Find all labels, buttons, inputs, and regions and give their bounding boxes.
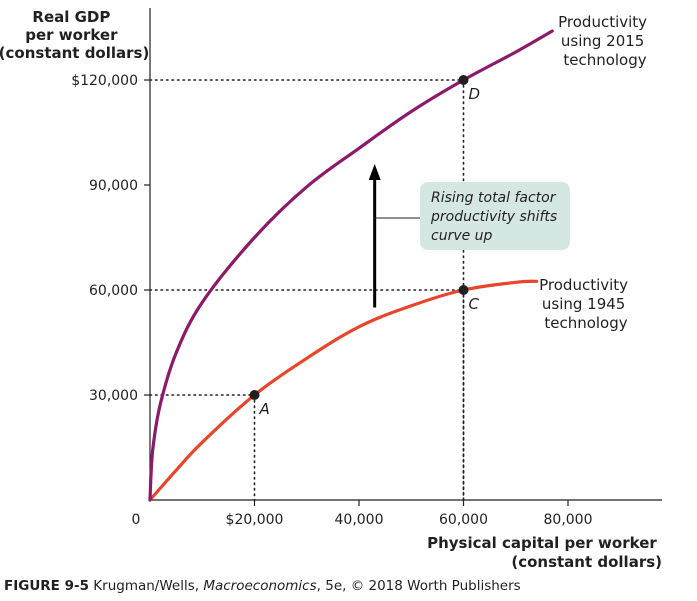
annotation: Rising total factor productivity shifts cu… — [368, 164, 570, 308]
annotation-box — [420, 182, 570, 250]
dotted-guides — [149, 79, 465, 501]
caption-publisher: , 5e, © 2018 Worth Publishers — [316, 578, 521, 594]
annotation-text-line-1: Rising total factor — [431, 190, 557, 206]
x-tick-label-3: 80,000 — [544, 512, 593, 528]
curve-label-2015: Productivity using 2015 technology — [558, 13, 652, 69]
y-ticks: 30,000 60,000 90,000 $120,000 — [71, 73, 150, 404]
x-axis-title: Physical capital per worker (constant do… — [427, 534, 662, 571]
origin-label: 0 — [132, 512, 141, 528]
figure-caption: FIGURE 9-5 Krugman/Wells, Macroeconomics… — [4, 578, 521, 594]
annotation-text-line-2: productivity shifts — [430, 209, 557, 225]
curve-label-1945-line-2: using 1945 — [542, 295, 625, 313]
annotation-text-line-3: curve up — [431, 228, 493, 244]
x-axis-title-line-2: (constant dollars) — [511, 553, 662, 571]
y-tick-label-2: 90,000 — [89, 178, 138, 194]
y-axis-title: Real GDP per worker (constant dollars) — [0, 8, 149, 62]
curve-label-2015-line-3: technology — [563, 51, 646, 69]
curve-1945-technology — [148, 279, 539, 502]
point-C — [458, 285, 469, 295]
caption-authors: Krugman/Wells, — [89, 578, 204, 594]
x-ticks: $20,000 40,000 60,000 80,000 — [226, 500, 593, 528]
caption-figure-number: FIGURE 9-5 — [4, 578, 89, 594]
point-label-D: D — [469, 85, 481, 103]
y-axis-title-line-3: (constant dollars) — [0, 44, 149, 62]
curve-label-1945: Productivity using 1945 technology — [539, 276, 633, 332]
caption-book-title: Macroeconomics — [203, 578, 317, 594]
y-axis-title-line-2: per worker — [25, 26, 118, 44]
curves — [148, 29, 554, 502]
point-label-A: A — [259, 400, 270, 418]
data-points: A C D — [249, 75, 481, 418]
point-label-C: C — [469, 295, 480, 313]
y-axis-title-line-1: Real GDP — [32, 8, 110, 26]
curve-label-1945-line-3: technology — [544, 314, 627, 332]
curve-label-2015-line-2: using 2015 — [561, 32, 644, 50]
shift-arrow-head — [368, 164, 381, 180]
x-tick-label-2: 60,000 — [439, 512, 488, 528]
y-tick-label-3: $120,000 — [71, 73, 138, 89]
x-tick-label-0: $20,000 — [226, 512, 284, 528]
point-A — [249, 390, 260, 400]
point-D — [458, 75, 469, 85]
y-tick-label-0: 30,000 — [89, 388, 138, 404]
curve-2015-technology — [148, 29, 554, 502]
curve-label-2015-line-1: Productivity — [558, 13, 647, 31]
curve-label-1945-line-1: Productivity — [539, 276, 628, 294]
x-axis-title-line-1: Physical capital per worker — [427, 534, 657, 552]
x-tick-label-1: 40,000 — [335, 512, 384, 528]
y-tick-label-1: 60,000 — [89, 283, 138, 299]
